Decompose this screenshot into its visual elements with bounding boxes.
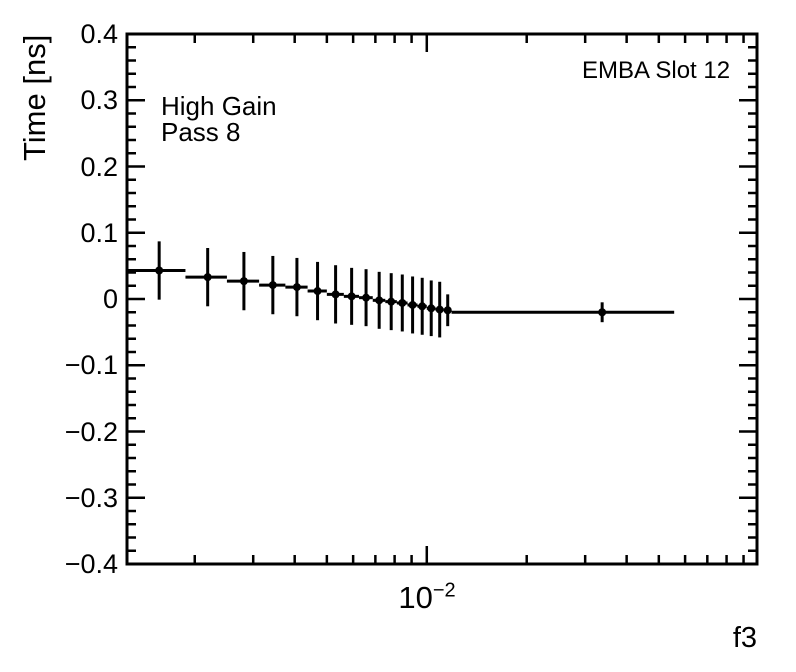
data-point-marker: [362, 293, 371, 302]
data-point-marker: [347, 292, 356, 301]
y-tick-label: −0.4: [64, 549, 118, 579]
x-major-tick-label: 10−2: [398, 580, 455, 616]
data-point-marker: [268, 281, 277, 290]
annotation-pass: Pass 8: [161, 117, 241, 147]
data-point-marker: [387, 297, 396, 306]
y-tick-label: 0.4: [80, 19, 118, 49]
data-point-marker: [598, 308, 607, 317]
data-point-marker: [239, 277, 248, 286]
data-point-marker: [203, 273, 212, 282]
data-point-marker: [331, 290, 340, 299]
y-tick-label: −0.3: [64, 482, 118, 513]
data-point-marker: [155, 266, 164, 275]
y-tick-label: −0.2: [64, 416, 118, 447]
data-point-marker: [375, 296, 384, 305]
y-tick-label: 0.2: [80, 151, 118, 182]
data-point-marker: [292, 283, 301, 292]
x-tick-label-base: 10: [398, 580, 433, 615]
y-tick-label: 0.1: [80, 217, 118, 248]
data-point-marker: [427, 304, 436, 313]
y-tick-label: 0: [102, 284, 118, 314]
data-point-marker: [418, 302, 427, 311]
y-tick-label: −0.1: [64, 350, 118, 381]
data-point-marker: [313, 287, 322, 296]
data-point-marker: [443, 306, 452, 315]
x-axis-title: f3: [732, 622, 757, 654]
annotation-block: High Gain Pass 8: [161, 93, 277, 145]
y-tick-label: 0.3: [80, 85, 118, 116]
data-point-marker: [435, 305, 444, 314]
y-axis-title: Time [ns]: [17, 34, 52, 161]
annotation-slot: EMBA Slot 12: [582, 57, 731, 84]
data-point-marker: [408, 300, 417, 309]
data-point-marker: [398, 298, 407, 307]
annotation-high-gain: High Gain: [161, 91, 277, 121]
x-tick-label-exponent: −2: [432, 579, 456, 602]
